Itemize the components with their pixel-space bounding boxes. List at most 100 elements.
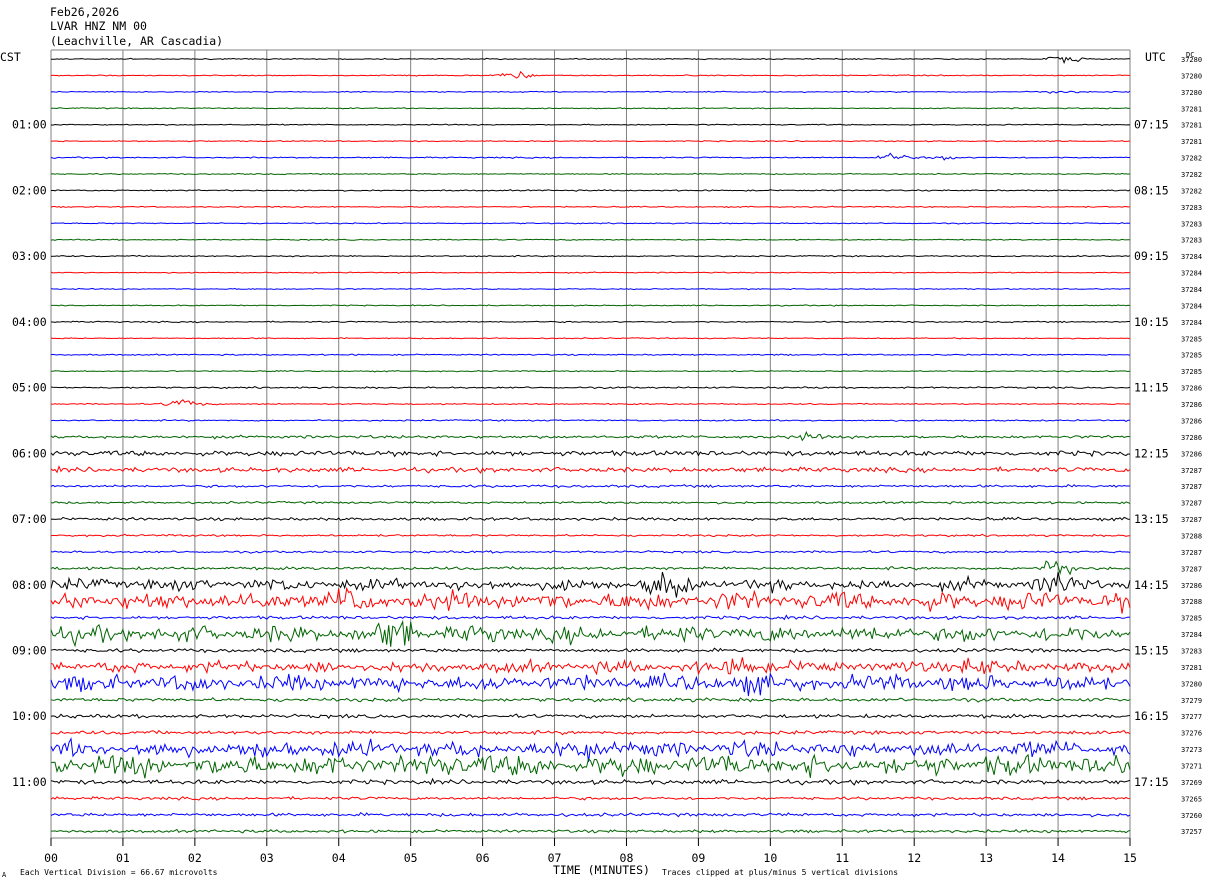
trace-line-18 — [50, 337, 1131, 340]
dc-offset-label: 37284 — [1181, 253, 1202, 261]
x-tick-labels: 00 01 02 03 04 05 06 07 08 09 10 11 12 13 14 15 — [44, 851, 1137, 865]
cst-time-label: 08:00 — [12, 578, 47, 592]
utc-time-label: 16:15 — [1134, 709, 1169, 723]
trace-line-47 — [50, 812, 1131, 818]
dc-offset-label: 37271 — [1181, 762, 1202, 770]
x-tick-label: 10 — [763, 851, 777, 865]
utc-axis-title: UTC — [1145, 50, 1166, 64]
dc-offset-label: 37260 — [1181, 812, 1202, 820]
cst-time-label: 06:00 — [12, 446, 47, 460]
dc-offset-labels: 37280 37280 37280 37281 37281 37281 37282 37282… — [1181, 56, 1202, 836]
trace-line-38 — [50, 657, 1131, 676]
dc-offset-label: 37286 — [1181, 450, 1202, 458]
trace-line-6 — [51, 139, 1131, 143]
x-axis-title: TIME (MINUTES) — [553, 863, 650, 877]
trace-line-10 — [50, 205, 1131, 209]
x-tick-label: 08 — [620, 851, 634, 865]
dc-offset-label: 37280 — [1181, 56, 1202, 64]
dc-offset-label: 37285 — [1181, 352, 1202, 360]
dc-offset-label: 37287 — [1181, 565, 1202, 573]
trace-line-11 — [50, 222, 1131, 225]
trace-line-33 — [50, 571, 1131, 598]
dc-offset-label: 37282 — [1181, 187, 1202, 195]
trace-line-31 — [50, 550, 1131, 554]
trace-line-40 — [50, 696, 1131, 703]
cst-time-label: 10:00 — [12, 709, 47, 723]
cst-time-label: 07:00 — [12, 512, 47, 526]
trace-line-46 — [50, 795, 1131, 801]
x-tick-label: 09 — [691, 851, 705, 865]
dc-offset-label: 37257 — [1181, 828, 1202, 836]
cst-time-label: 11:00 — [12, 775, 47, 789]
dc-offset-label: 37287 — [1181, 483, 1202, 491]
trace-line-21 — [50, 386, 1131, 390]
trace-line-16 — [51, 304, 1131, 307]
x-tick-label: 07 — [548, 851, 562, 865]
dc-offset-label: 37285 — [1181, 335, 1202, 343]
trace-line-29 — [50, 516, 1131, 522]
trace-line-32 — [50, 560, 1131, 576]
dc-offset-label: 37283 — [1181, 204, 1202, 212]
trace-line-13 — [50, 254, 1131, 258]
dc-offset-label: 37284 — [1181, 302, 1202, 310]
dc-offset-label: 37269 — [1181, 779, 1202, 787]
dc-offset-label: 37287 — [1181, 500, 1202, 508]
trace-line-41 — [50, 713, 1131, 720]
trace-line-12 — [50, 238, 1131, 241]
x-tick-label: 04 — [332, 851, 346, 865]
dc-offset-label: 37280 — [1181, 72, 1202, 80]
dc-offset-label: 37283 — [1181, 647, 1202, 655]
dc-offset-label: 37281 — [1181, 664, 1202, 672]
trace-line-30 — [50, 533, 1131, 538]
cst-time-label: 05:00 — [12, 381, 47, 395]
trace-line-15 — [50, 287, 1130, 291]
dc-offset-label: 37283 — [1181, 220, 1202, 228]
x-tick-label: 14 — [1051, 851, 1065, 865]
dc-offset-label: 37282 — [1181, 155, 1202, 163]
dc-offset-label: 37281 — [1181, 122, 1202, 130]
dc-offset-label: 37286 — [1181, 401, 1202, 409]
dc-offset-label: 37281 — [1181, 138, 1202, 146]
trace-line-36 — [50, 619, 1131, 648]
dc-offset-label: 37287 — [1181, 549, 1202, 557]
utc-time-label: 13:15 — [1134, 512, 1169, 526]
dc-offset-label: 37276 — [1181, 730, 1202, 738]
trace-line-2 — [50, 70, 1130, 79]
date-label: Feb26,2026 — [50, 5, 119, 19]
utc-time-label: 09:15 — [1134, 249, 1169, 263]
trace-line-7 — [50, 152, 1130, 161]
trace-line-45 — [50, 777, 1131, 786]
utc-time-label: 08:15 — [1134, 183, 1169, 197]
dc-offset-label: 37284 — [1181, 319, 1202, 327]
trace-layer — [50, 56, 1131, 834]
station-label: LVAR HNZ NM 00 — [50, 19, 147, 33]
utc-time-label: 11:15 — [1134, 381, 1169, 395]
utc-time-label: 10:15 — [1134, 315, 1169, 329]
scale-marker: A — [2, 871, 7, 879]
trace-line-4 — [51, 107, 1131, 110]
scale-note: Each Vertical Division = 66.67 microvolt… — [20, 868, 218, 877]
dc-offset-label: 37286 — [1181, 434, 1202, 442]
trace-line-25 — [50, 450, 1131, 458]
minute-grid — [50, 49, 1131, 846]
trace-line-9 — [50, 189, 1131, 192]
trace-line-3 — [50, 90, 1131, 94]
trace-line-34 — [50, 586, 1131, 614]
x-tick-label: 01 — [116, 851, 130, 865]
x-tick-label: 00 — [44, 851, 58, 865]
utc-time-label: 15:15 — [1134, 643, 1169, 657]
cst-time-label: 09:00 — [12, 643, 47, 657]
location-label: (Leachville, AR Cascadia) — [50, 34, 223, 48]
x-tick-label: 11 — [835, 851, 849, 865]
dc-offset-label: 37281 — [1181, 105, 1202, 113]
utc-time-label: 12:15 — [1134, 446, 1169, 460]
trace-line-28 — [50, 500, 1131, 505]
x-tick-label: 03 — [260, 851, 274, 865]
trace-line-19 — [50, 353, 1131, 357]
trace-line-26 — [50, 465, 1131, 474]
left-time-labels: 01:00 02:00 03:00 04:00 05:00 06:00 07:00 08:00… — [12, 118, 47, 789]
cst-time-label: 01:00 — [12, 118, 47, 132]
dc-label: DC — [1186, 51, 1194, 59]
cst-time-label: 04:00 — [12, 315, 47, 329]
